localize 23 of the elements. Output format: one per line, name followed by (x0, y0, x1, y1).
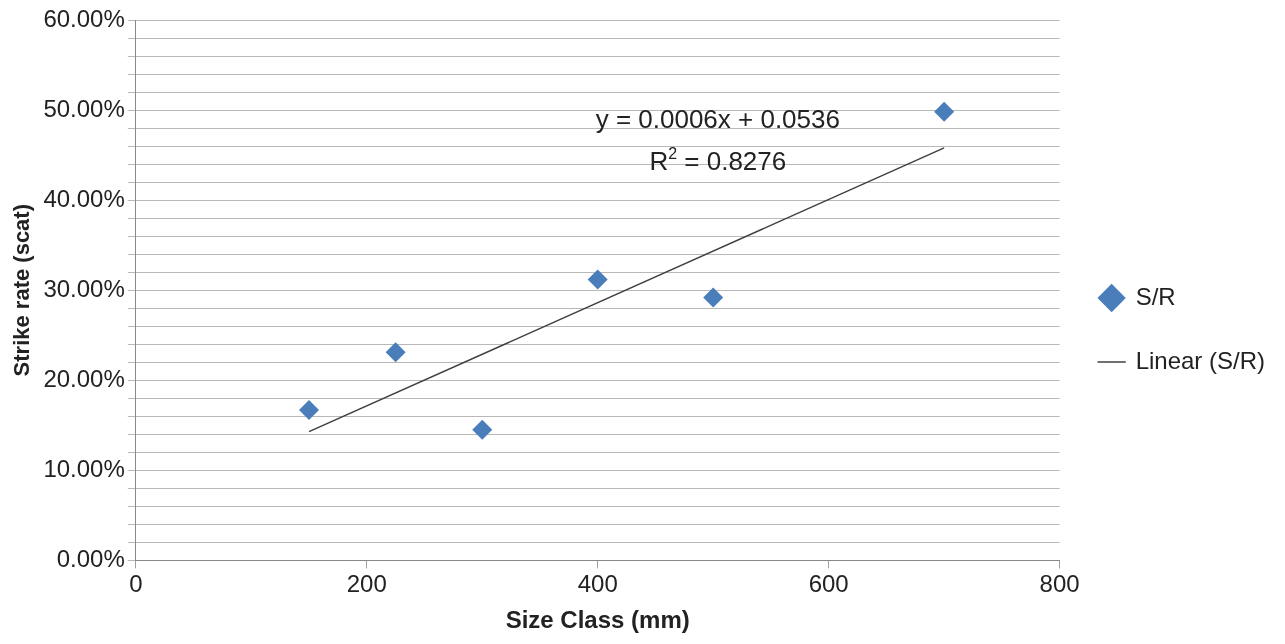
y-tick-label: 40.00% (43, 184, 125, 212)
point (472, 419, 493, 440)
x-tick-label: 800 (1039, 570, 1080, 598)
y-tick-label: 0.00% (56, 545, 125, 573)
x-tick-label: 600 (808, 570, 849, 598)
annotation: y = 0.0006x + 0.0536 (595, 104, 840, 134)
y-tick-label: 50.00% (43, 94, 125, 122)
y-tick-label: 20.00% (43, 364, 125, 392)
point (299, 399, 320, 420)
x-tick-label: 0 (129, 570, 143, 598)
x-tick-label: 400 (577, 570, 618, 598)
point (385, 342, 406, 363)
point (703, 287, 724, 308)
y-tick-label: 30.00% (43, 274, 125, 302)
y-axis-title: Strike rate (scat) (9, 203, 35, 377)
x-tick-label: 200 (346, 570, 387, 598)
legend-label: Linear (S/R) (1135, 346, 1265, 374)
point (934, 101, 955, 122)
y-tick-label: 60.00% (43, 4, 125, 32)
legend-label: S/R (1135, 282, 1176, 310)
y-tick-label: 10.00% (43, 454, 125, 482)
x-axis-title: Size Class (mm) (505, 606, 690, 634)
point (587, 269, 608, 290)
